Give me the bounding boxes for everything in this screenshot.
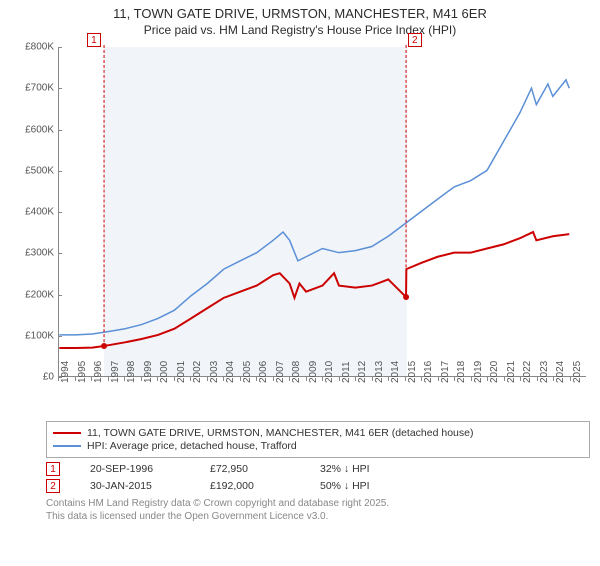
plot-area: [58, 47, 586, 377]
marker-box: 1: [87, 33, 101, 47]
datapoint-diff: 50% ↓ HPI: [320, 480, 370, 492]
x-tick-label: 2025: [572, 361, 600, 383]
chart-container: 11, TOWN GATE DRIVE, URMSTON, MANCHESTER…: [0, 6, 600, 566]
datapoint-marker: 1: [46, 462, 60, 476]
legend-swatch: [53, 445, 81, 447]
y-tick-label: £200K: [10, 289, 54, 300]
y-tick-label: £0: [10, 372, 54, 383]
series-line: [59, 232, 569, 348]
datapoint-row: 1 20-SEP-1996 £72,950 32% ↓ HPI: [46, 462, 590, 476]
legend-box: 11, TOWN GATE DRIVE, URMSTON, MANCHESTER…: [46, 421, 590, 458]
y-tick-label: £300K: [10, 248, 54, 259]
attribution-line-2: This data is licensed under the Open Gov…: [46, 510, 590, 523]
y-tick-label: £600K: [10, 124, 54, 135]
legend-swatch: [53, 432, 81, 434]
attribution-line-1: Contains HM Land Registry data © Crown c…: [46, 497, 590, 510]
datapoint-diff: 32% ↓ HPI: [320, 463, 370, 475]
y-tick-label: £800K: [10, 42, 54, 53]
marker-box: 2: [408, 33, 422, 47]
datapoint-table: 1 20-SEP-1996 £72,950 32% ↓ HPI 2 30-JAN-2015…: [46, 462, 590, 493]
datapoint-marker: 2: [46, 479, 60, 493]
datapoint-row: 2 30-JAN-2015 £192,000 50% ↓ HPI: [46, 479, 590, 493]
y-tick-label: £400K: [10, 207, 54, 218]
legend-item: HPI: Average price, detached house, Traf…: [53, 440, 583, 452]
y-tick-label: £700K: [10, 83, 54, 94]
y-tick-label: £100K: [10, 330, 54, 341]
chart-title: 11, TOWN GATE DRIVE, URMSTON, MANCHESTER…: [0, 6, 600, 21]
datapoint-price: £192,000: [210, 480, 290, 492]
y-tick-label: £500K: [10, 165, 54, 176]
datapoint-date: 30-JAN-2015: [90, 480, 180, 492]
line-svg: [59, 47, 586, 376]
chart-area: £0 £100K £200K £300K £400K £500K £600K £700K £80…: [10, 41, 590, 421]
legend-label: HPI: Average price, detached house, Traf…: [87, 440, 297, 452]
datapoint-date: 20-SEP-1996: [90, 463, 180, 475]
attribution-text: Contains HM Land Registry data © Crown c…: [46, 497, 590, 523]
legend-item: 11, TOWN GATE DRIVE, URMSTON, MANCHESTER…: [53, 427, 583, 439]
datapoint-price: £72,950: [210, 463, 290, 475]
legend-label: 11, TOWN GATE DRIVE, URMSTON, MANCHESTER…: [87, 427, 473, 439]
series-line: [59, 80, 569, 335]
